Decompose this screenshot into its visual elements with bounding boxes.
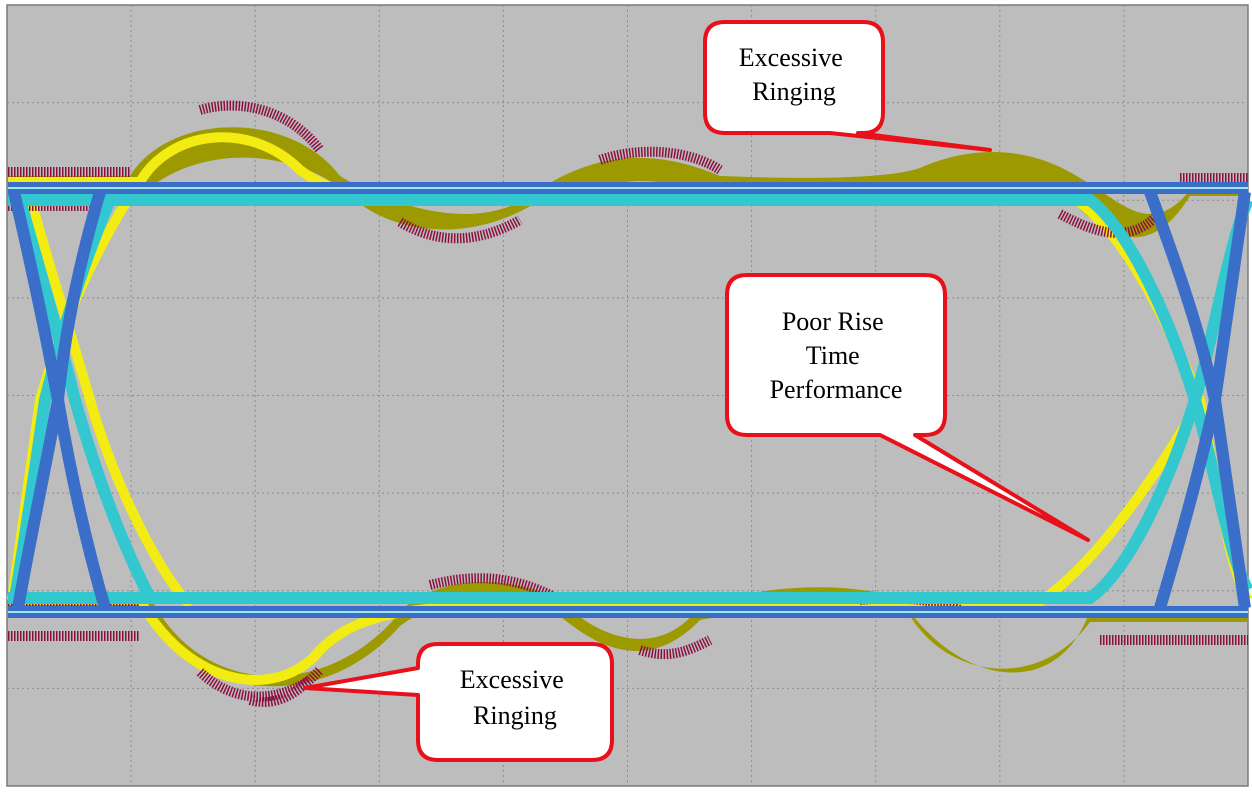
callout-line: Poor Rise — [782, 307, 884, 336]
callout-line: Excessive — [460, 665, 564, 694]
body: Excessive Ringing Poor Rise Time Perform… — [0, 0, 1252, 793]
callout-line: Time — [806, 341, 860, 370]
callout-line: Ringing — [752, 77, 836, 106]
callout-line: Ringing — [473, 701, 557, 730]
scope-screen: Excessive Ringing Poor Rise Time Perform… — [0, 0, 1252, 793]
page: Eye diagram {"callouts": [ {"lines": ["E… — [0, 0, 1252, 793]
callout-line: Excessive — [739, 43, 843, 72]
callout-line: Performance — [770, 375, 903, 404]
